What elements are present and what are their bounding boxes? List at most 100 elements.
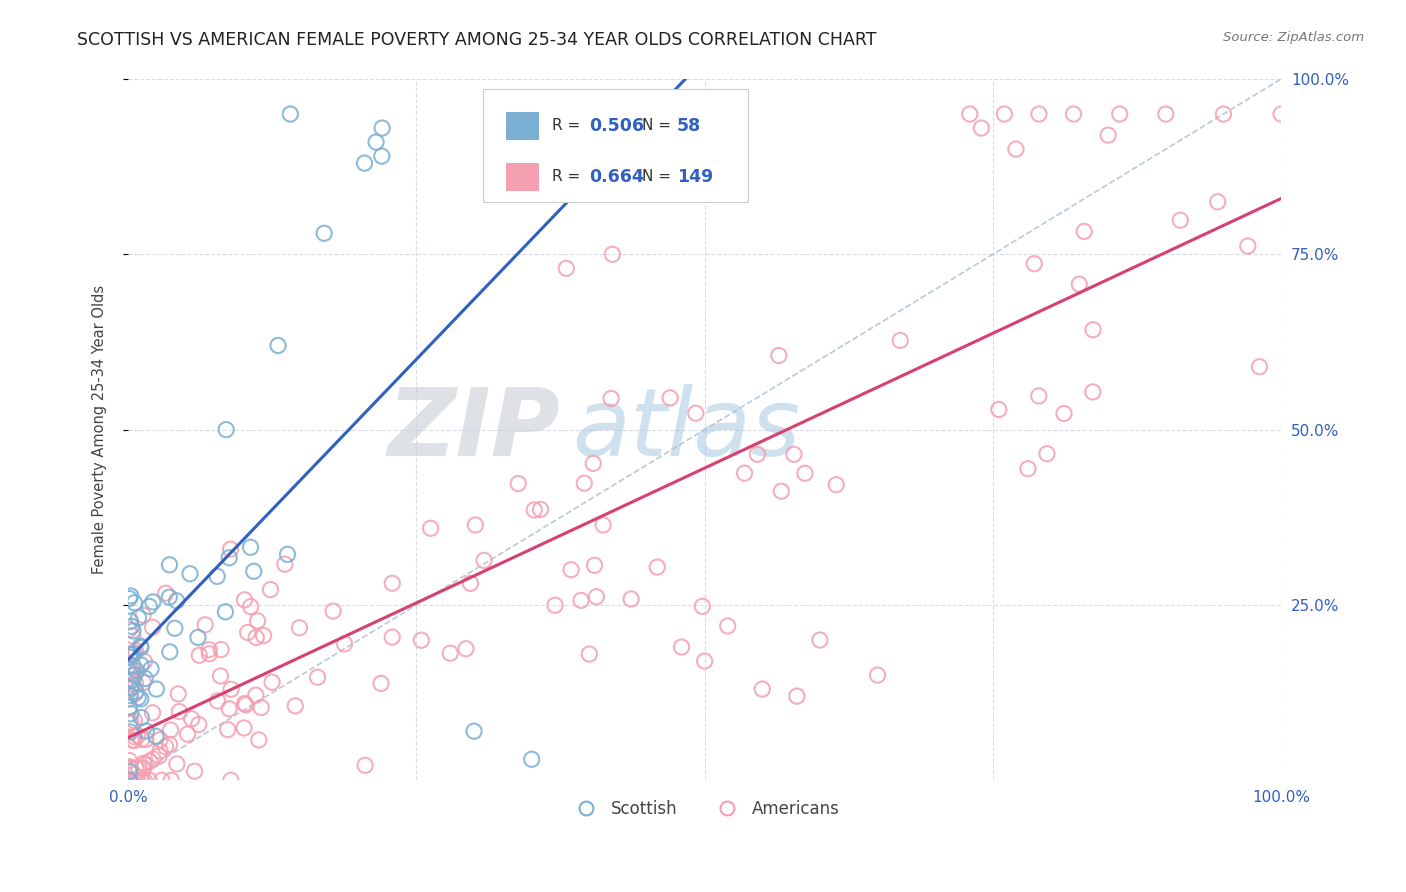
Point: [1073, 224, 1095, 238]
Point: [207, 694, 229, 708]
Point: [127, 690, 149, 705]
Point: [364, 135, 387, 149]
Point: [370, 676, 392, 690]
Point: [555, 261, 578, 276]
Point: [124, 675, 146, 690]
Point: [148, 749, 170, 764]
Point: [993, 107, 1015, 121]
Point: [160, 773, 183, 788]
Point: [194, 617, 217, 632]
Point: [131, 773, 153, 788]
Point: [155, 586, 177, 600]
Point: [1097, 128, 1119, 142]
Point: [179, 566, 201, 581]
Text: 0.664: 0.664: [589, 168, 644, 186]
Point: [118, 773, 141, 788]
Point: [1168, 213, 1191, 227]
Point: [260, 675, 283, 690]
Point: [751, 682, 773, 697]
Point: [1108, 107, 1130, 121]
Point: [825, 477, 848, 491]
Point: [247, 733, 270, 747]
Point: [1028, 107, 1050, 121]
Point: [600, 392, 623, 406]
Point: [132, 756, 155, 771]
Point: [236, 625, 259, 640]
Point: [120, 714, 142, 729]
Point: [808, 633, 831, 648]
Point: [129, 658, 152, 673]
Point: [176, 727, 198, 741]
Y-axis label: Female Poverty Among 25-34 Year Olds: Female Poverty Among 25-34 Year Olds: [93, 285, 107, 574]
Point: [371, 149, 394, 163]
Legend: Scottish, Americans: Scottish, Americans: [562, 793, 846, 824]
Point: [120, 761, 142, 775]
Point: [734, 466, 756, 480]
Point: [118, 591, 141, 606]
Point: [529, 502, 551, 516]
Point: [454, 641, 477, 656]
Point: [124, 714, 146, 728]
Point: [138, 599, 160, 614]
Point: [288, 621, 311, 635]
Point: [138, 755, 160, 769]
Point: [583, 558, 606, 573]
Point: [124, 687, 146, 701]
Point: [250, 700, 273, 714]
Point: [118, 754, 141, 768]
Point: [129, 692, 152, 706]
Point: [198, 647, 221, 661]
Point: [118, 773, 141, 788]
Point: [118, 647, 141, 661]
Point: [602, 247, 624, 261]
Point: [118, 760, 141, 774]
Point: [717, 619, 740, 633]
Point: [149, 744, 172, 758]
Point: [180, 712, 202, 726]
Point: [127, 760, 149, 774]
Text: 0.506: 0.506: [589, 117, 644, 135]
Point: [163, 621, 186, 635]
Point: [124, 761, 146, 775]
Point: [508, 476, 530, 491]
Point: [120, 589, 142, 603]
Point: [246, 614, 269, 628]
Point: [314, 227, 336, 241]
Point: [125, 684, 148, 698]
Point: [149, 732, 172, 747]
Point: [122, 733, 145, 747]
Point: [122, 673, 145, 687]
Point: [685, 406, 707, 420]
Point: [768, 349, 790, 363]
Point: [124, 596, 146, 610]
Point: [142, 620, 165, 634]
Point: [569, 593, 592, 607]
Point: [122, 773, 145, 788]
Point: [460, 576, 482, 591]
Point: [134, 655, 156, 669]
Point: [124, 646, 146, 660]
Point: [233, 721, 256, 735]
Point: [472, 553, 495, 567]
Point: [239, 541, 262, 555]
Point: [118, 650, 141, 665]
Point: [214, 605, 236, 619]
FancyBboxPatch shape: [506, 112, 538, 140]
Point: [120, 648, 142, 662]
Point: [242, 564, 264, 578]
Point: [120, 614, 142, 628]
Point: [267, 338, 290, 352]
Point: [582, 457, 605, 471]
Point: [987, 402, 1010, 417]
Point: [155, 739, 177, 754]
Point: [150, 773, 173, 788]
Point: [125, 664, 148, 678]
Point: [245, 688, 267, 702]
Point: [333, 637, 356, 651]
Point: [620, 591, 643, 606]
Point: [1237, 239, 1260, 253]
Point: [122, 659, 145, 673]
Text: R =: R =: [553, 119, 585, 134]
Point: [544, 599, 567, 613]
Point: [159, 645, 181, 659]
